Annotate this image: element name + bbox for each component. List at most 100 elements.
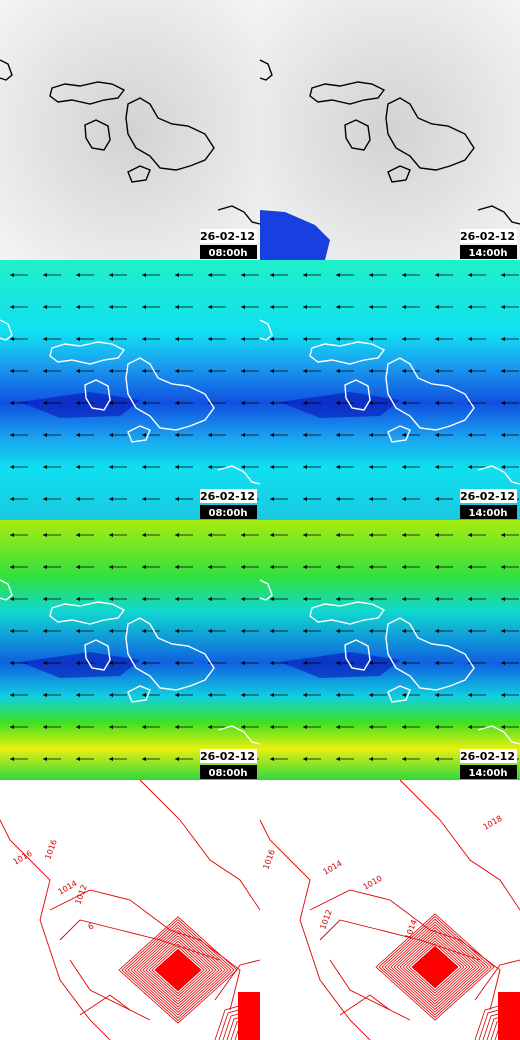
wind-arrow-head bbox=[270, 497, 274, 501]
wind-arrow-head bbox=[468, 629, 472, 633]
wind-arrow-head bbox=[10, 497, 14, 501]
wind-arrow-head bbox=[468, 305, 472, 309]
wind-arrow-head bbox=[435, 533, 439, 537]
wind-arrow-head bbox=[336, 533, 340, 537]
wind-arrow-head bbox=[142, 725, 146, 729]
wind-arrow-head bbox=[76, 597, 80, 601]
wind-arrow-head bbox=[175, 497, 179, 501]
wind-arrow-head bbox=[175, 401, 179, 405]
wind-arrow-head bbox=[175, 661, 179, 665]
wind-arrow-head bbox=[402, 597, 406, 601]
wind-arrow-head bbox=[501, 661, 505, 665]
wind-arrow-head bbox=[435, 433, 439, 437]
coastline bbox=[259, 319, 273, 341]
wind-arrow-head bbox=[402, 565, 406, 569]
wind-arrow-head bbox=[175, 597, 179, 601]
wind-arrow-head bbox=[208, 273, 212, 277]
wind-arrow-head bbox=[402, 337, 406, 341]
coastline bbox=[0, 59, 13, 81]
wind-arrow-head bbox=[10, 629, 14, 633]
wind-arrow-head bbox=[241, 661, 245, 665]
coastline bbox=[477, 725, 520, 745]
coastline bbox=[125, 617, 215, 691]
wind-arrow-head bbox=[270, 693, 274, 697]
date-label: 26-02-12 bbox=[460, 750, 515, 763]
wind-arrow-head bbox=[241, 305, 245, 309]
isobar bbox=[130, 927, 226, 1013]
coastline bbox=[49, 601, 126, 625]
wind-arrow-head bbox=[270, 533, 274, 537]
time-box bbox=[460, 505, 517, 519]
wind-arrow-head bbox=[336, 629, 340, 633]
wind-arrow-head bbox=[402, 725, 406, 729]
isobar bbox=[387, 924, 483, 1010]
wind-arrow-head bbox=[109, 533, 113, 537]
wind-arrow-head bbox=[142, 433, 146, 437]
wind-arrow-head bbox=[501, 305, 505, 309]
wind-arrow-head bbox=[501, 533, 505, 537]
wind-arrow-head bbox=[501, 693, 505, 697]
wind-arrow-head bbox=[76, 533, 80, 537]
wind-arrow-head bbox=[142, 401, 146, 405]
coastline bbox=[84, 119, 111, 151]
wind-arrow-head bbox=[241, 693, 245, 697]
coastline bbox=[125, 357, 215, 431]
wind-arrow-head bbox=[241, 337, 245, 341]
wind-arrow-head bbox=[10, 273, 14, 277]
isobar bbox=[139, 779, 261, 911]
coastline bbox=[385, 97, 475, 171]
wind-arrow-head bbox=[303, 597, 307, 601]
wind-arrow-head bbox=[402, 369, 406, 373]
wind-arrow-head bbox=[76, 693, 80, 697]
wind-arrow-head bbox=[402, 533, 406, 537]
wind-arrow-head bbox=[336, 369, 340, 373]
wind-arrow-head bbox=[208, 433, 212, 437]
wind-arrow-head bbox=[468, 565, 472, 569]
contour-label: 6 bbox=[87, 921, 96, 931]
wind-arrow-head bbox=[241, 433, 245, 437]
wind-arrow-head bbox=[241, 597, 245, 601]
wind-arrow-head bbox=[142, 369, 146, 373]
map-panel: 26-02-12 08:00h bbox=[0, 0, 261, 260]
wind-arrow-head bbox=[468, 369, 472, 373]
wind-arrow-head bbox=[109, 401, 113, 405]
wind-arrow-head bbox=[435, 497, 439, 501]
panel-background bbox=[260, 0, 520, 260]
wind-arrow-head bbox=[142, 693, 146, 697]
wind-arrow-head bbox=[175, 629, 179, 633]
wind-arrow-head bbox=[142, 533, 146, 537]
isobar bbox=[319, 919, 481, 961]
wind-arrow-head bbox=[270, 305, 274, 309]
map-panel: 26-02-12 14:00h bbox=[259, 0, 520, 260]
wind-arrow-head bbox=[109, 433, 113, 437]
wind-arrow-head bbox=[402, 693, 406, 697]
wind-arrow-head bbox=[303, 305, 307, 309]
wind-arrow-head bbox=[208, 629, 212, 633]
wind-arrow-head bbox=[369, 565, 373, 569]
coastline bbox=[309, 601, 386, 625]
time-label: 14:00h bbox=[469, 768, 508, 779]
wind-arrow-head bbox=[270, 597, 274, 601]
wind-arrow-head bbox=[435, 629, 439, 633]
wind-arrow-head bbox=[303, 433, 307, 437]
time-box bbox=[200, 245, 257, 259]
date-label: 26-02-12 bbox=[460, 230, 515, 243]
wind-arrow-head bbox=[208, 465, 212, 469]
wind-arrow-head bbox=[336, 693, 340, 697]
coastline bbox=[344, 379, 371, 411]
wind-arrow-head bbox=[76, 661, 80, 665]
wind-arrow-head bbox=[270, 661, 274, 665]
wind-arrow-head bbox=[468, 725, 472, 729]
isobar bbox=[405, 940, 465, 994]
wind-arrow-head bbox=[336, 497, 340, 501]
wind-arrow-head bbox=[402, 401, 406, 405]
isobar bbox=[79, 994, 131, 1016]
wind-arrow-head bbox=[109, 497, 113, 501]
wind-arrow-head bbox=[369, 757, 373, 761]
panel-background bbox=[260, 520, 520, 780]
wind-arrow-head bbox=[10, 337, 14, 341]
isobar bbox=[139, 935, 217, 1005]
coastline bbox=[84, 639, 111, 671]
date-box bbox=[460, 749, 517, 763]
